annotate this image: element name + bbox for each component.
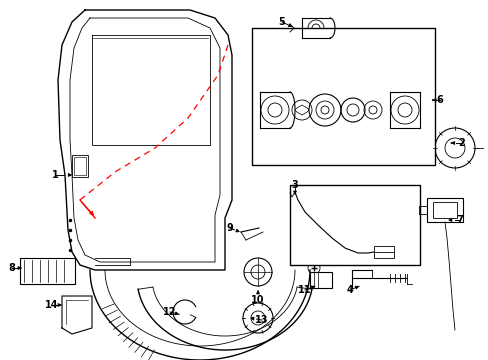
Text: 5: 5	[278, 17, 285, 27]
Text: 7: 7	[456, 215, 463, 225]
Text: 11: 11	[298, 285, 311, 295]
Bar	[20, 258, 75, 284]
Text: 1: 1	[52, 170, 58, 180]
Bar	[72, 155, 88, 177]
Text: 9: 9	[226, 223, 233, 233]
Bar	[251, 28, 434, 165]
Bar	[309, 272, 331, 288]
Text: 8: 8	[9, 263, 16, 273]
Text: 3: 3	[291, 180, 298, 190]
Text: 14: 14	[45, 300, 59, 310]
Bar	[289, 185, 419, 265]
Bar	[432, 202, 456, 218]
Text: 4: 4	[346, 285, 353, 295]
Bar	[426, 198, 462, 222]
Text: 10: 10	[251, 295, 264, 305]
Bar	[373, 246, 393, 258]
Text: 13: 13	[255, 315, 268, 325]
Text: 12: 12	[163, 307, 176, 317]
Bar	[74, 157, 86, 175]
Text: 2: 2	[458, 138, 465, 148]
Text: 6: 6	[436, 95, 443, 105]
